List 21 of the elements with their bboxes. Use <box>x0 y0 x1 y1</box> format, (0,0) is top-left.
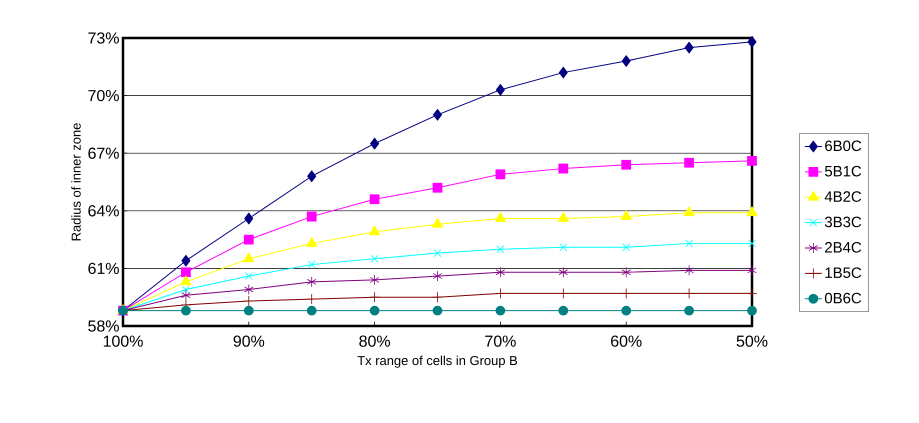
y-tick-label: 70% <box>88 90 119 102</box>
y-tick-label: 58% <box>88 320 119 332</box>
y-tick-label: 67% <box>88 148 119 159</box>
y-axis-title: Radius of inner zone <box>71 123 81 240</box>
x-tick-label: 100% <box>104 336 143 347</box>
x-tick-label: 70% <box>485 336 516 347</box>
legend-label: 3B3C <box>824 216 862 228</box>
x-tick-label: 50% <box>736 336 768 347</box>
legend-label: 4B2C <box>824 191 862 202</box>
legend-label: 6B0C <box>825 140 862 152</box>
x-tick-label: 60% <box>611 336 642 347</box>
x-tick-label: 80% <box>359 336 390 347</box>
legend-label: 5B1C <box>824 166 862 176</box>
y-tick-label: 73% <box>88 32 119 44</box>
legend-label: 0B6C <box>824 292 862 304</box>
y-tick-label: 64% <box>88 205 119 216</box>
legend-label: 1B5C <box>825 267 862 278</box>
x-tick-label: 90% <box>234 336 264 347</box>
x-axis-title: Tx range of cells in Group B <box>358 356 518 368</box>
y-tick-label: 61% <box>88 262 119 274</box>
legend-label: 2B4C <box>825 242 862 253</box>
